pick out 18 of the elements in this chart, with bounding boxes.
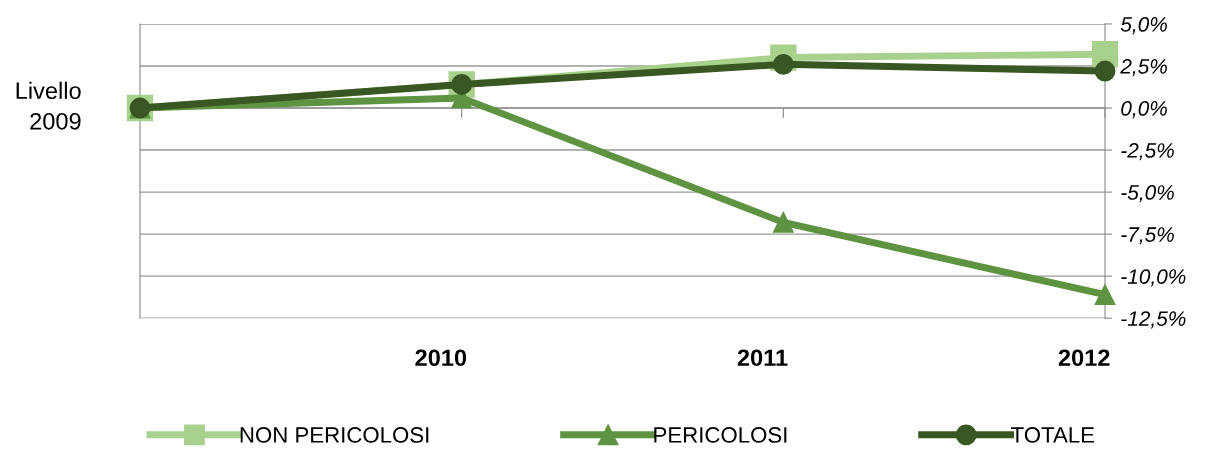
y-tick-label: -12,5% [1121, 311, 1186, 329]
x-tick-label: Livello 2009 [16, 81, 81, 130]
y-tick-label: 5,0% [1120, 16, 1167, 35]
y-tick-label: 0,0% [1121, 101, 1167, 119]
point [772, 211, 794, 233]
legend-label: NON PERICOLOSI [240, 427, 429, 443]
legend-label: TOTALE [1011, 427, 1095, 443]
point [1094, 60, 1116, 82]
y-tick-label: -2,5% [1121, 143, 1174, 161]
y-tick-label: 2,5% [1120, 58, 1167, 77]
x-tick-label: 2011 [737, 349, 788, 367]
x-tick-label: 2012 [1058, 349, 1110, 367]
y-tick-label: -10,0% [1121, 269, 1186, 287]
y-tick-label: -5,0% [1121, 185, 1174, 203]
x-tick-label: 2010 [415, 349, 467, 367]
point [1094, 284, 1116, 306]
y-tick-label: -7,5% [1121, 227, 1174, 245]
legend-label: PERICOLOSI [654, 427, 787, 443]
